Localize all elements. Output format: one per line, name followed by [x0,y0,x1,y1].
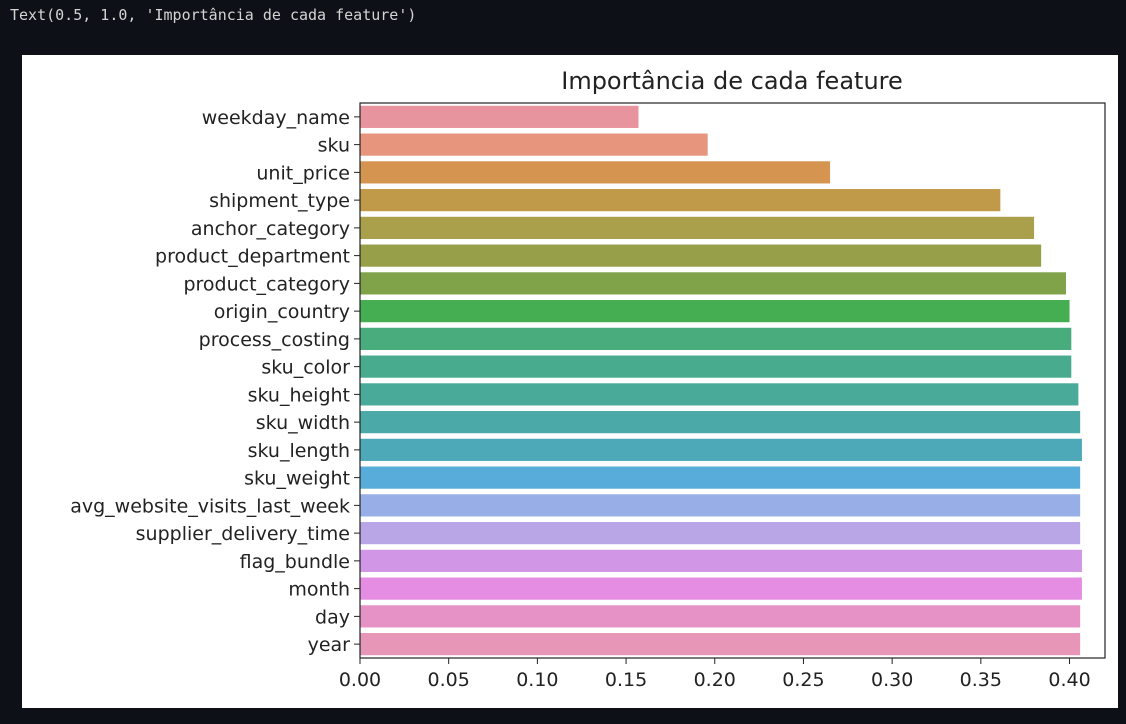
y-tick-label: product_category [183,273,350,295]
x-axis: 0.00 0.05 0.10 0.15 0.20 0.25 0.30 0.35 0.40 [339,658,1091,691]
bar-sku_weight [360,466,1081,489]
bar-year [360,633,1081,656]
plot-frame [359,102,1106,659]
bar-sku_color [360,355,1072,378]
bar-sku_width [360,411,1081,434]
bar-chart: Importância de cada feature weekday_name… [70,67,1106,691]
x-tick-label: 0.30 [871,669,913,691]
y-tick-label: day [315,606,350,628]
y-tick-label: unit_price [256,162,350,184]
bar-sku_height [360,383,1079,406]
bar-supplier_delivery_time [360,522,1081,545]
y-tick-label: anchor_category [191,218,350,240]
bar-anchor_category [360,216,1035,239]
bar-shipment_type [360,189,1001,212]
y-tick-label: avg_website_visits_last_week [70,495,350,517]
chart-title: Importância de cada feature [561,67,903,95]
bar-sku [360,133,708,156]
y-tick-label: year [308,634,351,656]
y-tick-label: sku_color [261,357,350,379]
y-tick-label: sku_length [248,440,350,462]
y-tick-label: process_costing [199,329,350,351]
bar-origin_country [360,300,1070,323]
y-tick-label: weekday_name [202,107,350,129]
x-tick-label: 0.15 [605,669,647,691]
bar-avg_website_visits_last_week [360,494,1081,517]
y-tick-label: flag_bundle [240,551,350,573]
x-tick-label: 0.05 [428,669,470,691]
x-tick-label: 0.25 [782,669,824,691]
bar-sku_length [360,438,1082,461]
x-tick-label: 0.00 [339,669,381,691]
bar-day [360,605,1081,628]
y-tick-label: origin_country [214,301,350,323]
x-tick-label: 0.35 [960,669,1002,691]
y-tick-label: shipment_type [209,190,350,212]
bar-flag_bundle [360,549,1082,572]
y-tick-label: product_department [155,246,350,268]
bar-unit_price [360,161,831,184]
bar-weekday_name [360,105,639,128]
bar-month [360,577,1082,600]
y-tick-label: sku_height [248,384,350,406]
chart-figure: Importância de cada feature weekday_name… [22,55,1118,708]
y-tick-label: sku_weight [244,468,350,490]
bar-process_costing [360,327,1072,350]
y-tick-label: sku [318,135,350,157]
cell-output-text: Text(0.5, 1.0, 'Importância de cada feat… [10,6,417,24]
bars-group [360,105,1082,656]
x-tick-label: 0.40 [1048,669,1090,691]
x-tick-label: 0.10 [516,669,558,691]
bar-product_department [360,244,1042,267]
y-tick-label: supplier_delivery_time [136,523,350,545]
y-tick-label: sku_width [256,412,350,434]
bar-product_category [360,272,1066,295]
x-tick-label: 0.20 [694,669,736,691]
y-tick-label: month [288,579,350,601]
